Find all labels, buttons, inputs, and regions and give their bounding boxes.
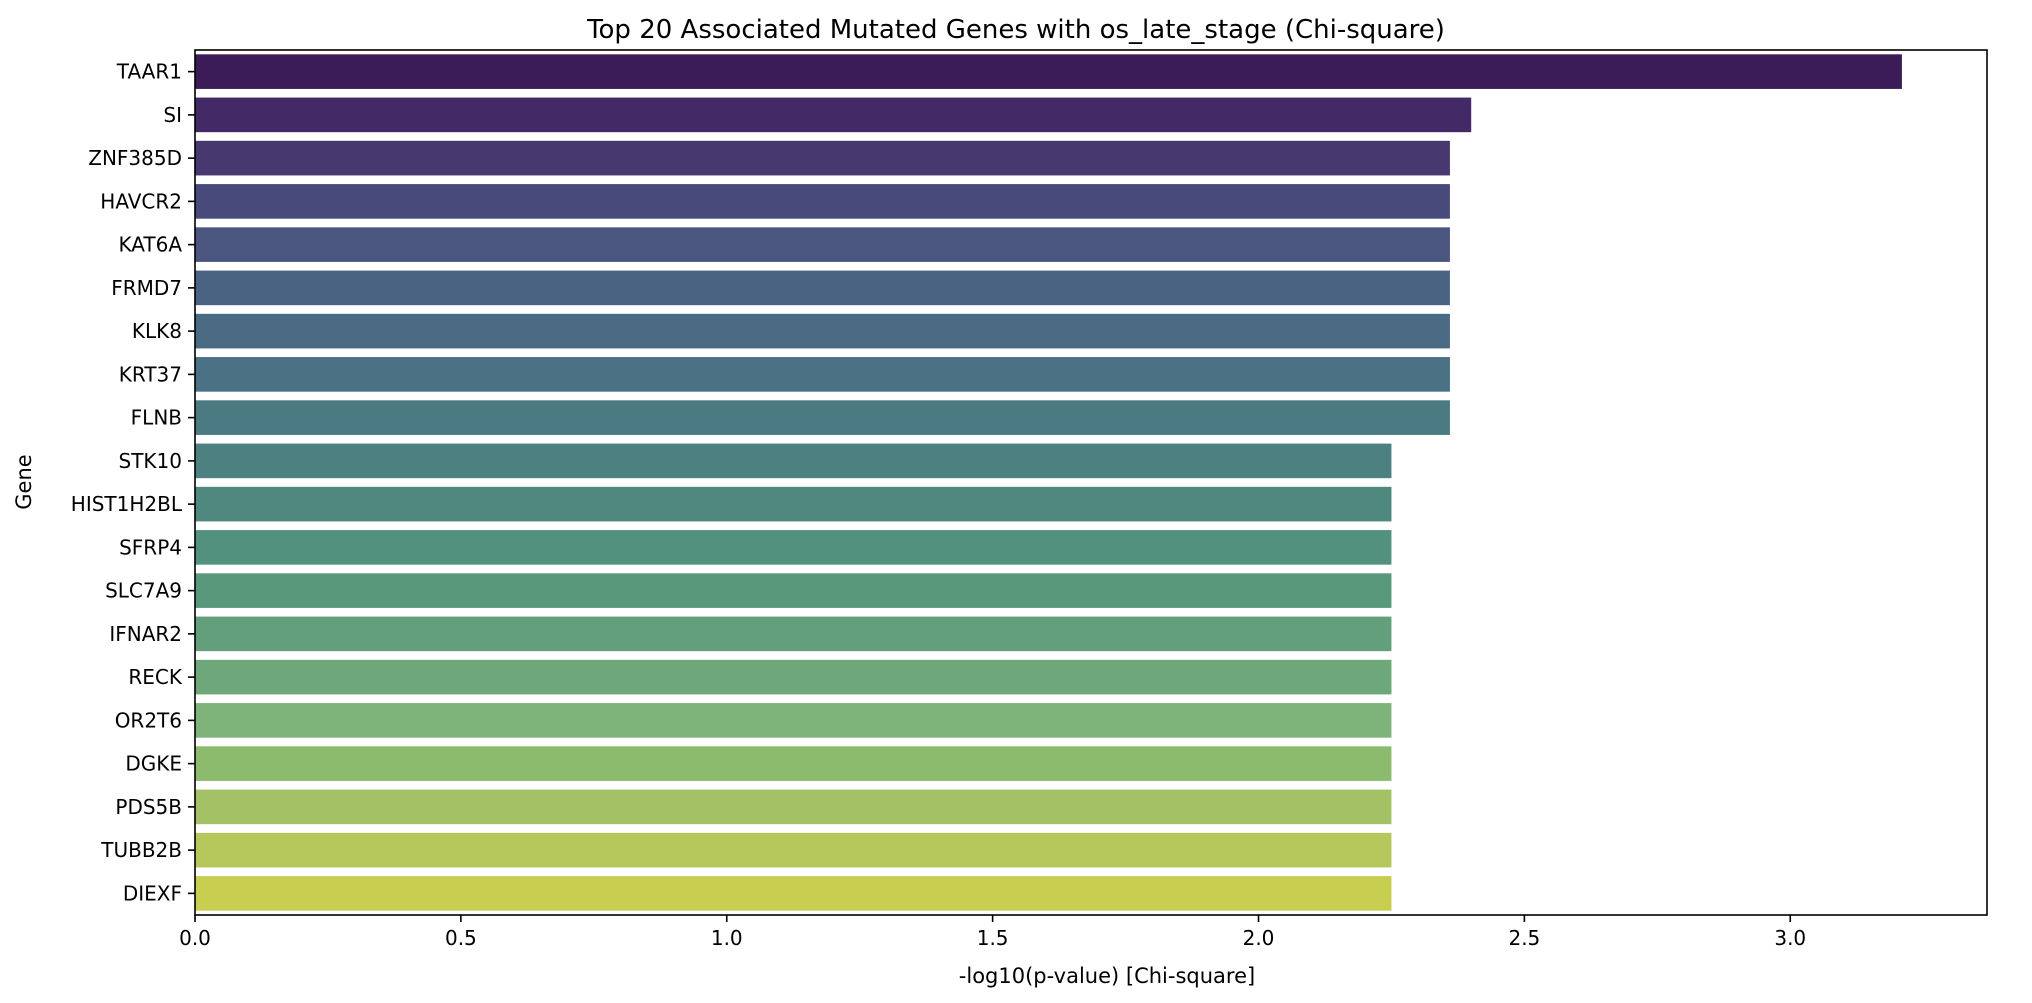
y-tick-label: FRMD7 bbox=[111, 276, 182, 300]
bar-flnb bbox=[195, 400, 1450, 435]
y-tick-label: OR2T6 bbox=[115, 708, 182, 732]
y-axis-label: Gene bbox=[12, 454, 36, 509]
bar-dgke bbox=[195, 746, 1392, 781]
y-tick-label: HAVCR2 bbox=[100, 189, 182, 213]
y-tick-label: HIST1H2BL bbox=[71, 492, 183, 516]
y-tick-label: ZNF385D bbox=[88, 146, 182, 170]
x-tick-label: 2.0 bbox=[1243, 926, 1275, 950]
bar-znf385d bbox=[195, 140, 1450, 176]
x-tick-label: 3.0 bbox=[1774, 926, 1806, 950]
y-tick-label: TAAR1 bbox=[116, 60, 182, 84]
y-tick-label: DGKE bbox=[125, 752, 182, 776]
y-tick-label: FLNB bbox=[131, 406, 182, 430]
bar-reck bbox=[195, 659, 1392, 695]
bar-pds5b bbox=[195, 789, 1392, 825]
plot-frame bbox=[194, 49, 1988, 916]
bar-havcr2 bbox=[195, 184, 1450, 219]
bar-frmd7 bbox=[195, 270, 1450, 306]
y-tick-label: SFRP4 bbox=[119, 535, 182, 559]
y-tick-label: IFNAR2 bbox=[109, 622, 182, 646]
chart-title: Top 20 Associated Mutated Genes with os_… bbox=[586, 15, 1445, 45]
bar-taar1 bbox=[195, 54, 1902, 89]
bar-diexf bbox=[195, 876, 1392, 911]
y-tick-label: STK10 bbox=[119, 449, 182, 473]
y-tick-group: TAAR1 SI ZNF385D HAVCR2 KAT6A FRMD7 KLK8 KRT37 F… bbox=[71, 60, 195, 905]
y-tick-label: SI bbox=[163, 103, 182, 127]
x-tick-label: 1.0 bbox=[711, 926, 743, 950]
y-tick-label: DIEXF bbox=[123, 881, 182, 905]
bar-sfrp4 bbox=[195, 530, 1392, 565]
bar-or2t6 bbox=[195, 703, 1392, 738]
x-axis-label: -log10(p-value) [Chi-square] bbox=[959, 964, 1255, 988]
y-tick-label: SLC7A9 bbox=[105, 579, 182, 603]
bar-tubb2b bbox=[195, 832, 1392, 868]
y-tick-label: KLK8 bbox=[132, 319, 182, 343]
bars-group bbox=[195, 54, 1902, 911]
y-tick-label: PDS5B bbox=[115, 795, 182, 819]
x-tick-label: 1.5 bbox=[977, 926, 1009, 950]
bar-ifnar2 bbox=[195, 616, 1392, 652]
x-tick-label: 2.5 bbox=[1508, 926, 1540, 950]
bar-slc7a9 bbox=[195, 573, 1392, 608]
y-tick-label: KRT37 bbox=[119, 362, 182, 386]
x-tick-label: 0.0 bbox=[179, 926, 211, 950]
x-tick-label: 0.5 bbox=[445, 926, 477, 950]
y-tick-label: TUBB2B bbox=[100, 838, 182, 862]
bar-kat6a bbox=[195, 227, 1450, 262]
y-tick-label: KAT6A bbox=[118, 233, 182, 257]
bar-hist1h2bl bbox=[195, 486, 1392, 522]
bar-krt37 bbox=[195, 357, 1450, 392]
x-tick-group: 0.0 0.5 1.0 1.5 2.0 2.5 3.0 bbox=[179, 915, 1806, 950]
bar-si bbox=[195, 97, 1472, 133]
bar-stk10 bbox=[195, 443, 1392, 479]
y-tick-label: RECK bbox=[128, 665, 182, 689]
bar-klk8 bbox=[195, 313, 1450, 349]
